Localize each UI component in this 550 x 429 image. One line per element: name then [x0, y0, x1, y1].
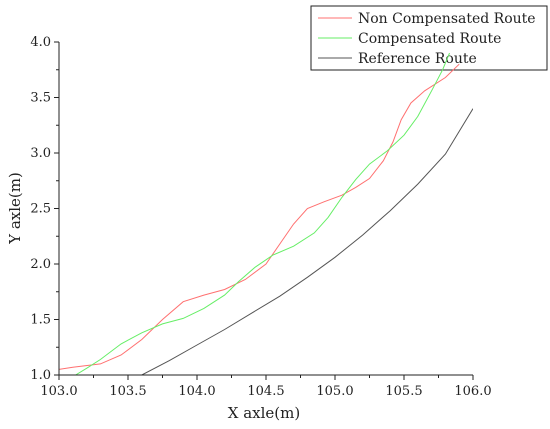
y-tick-label: 3.0: [30, 146, 51, 161]
y-tick-label: 2.0: [30, 257, 51, 272]
x-tick-label: 105.0: [316, 384, 353, 399]
x-tick-label: 105.5: [385, 384, 422, 399]
y-tick-label: 2.5: [30, 202, 51, 217]
y-tick-label: 4.0: [30, 35, 51, 50]
y-tick-label: 1.5: [30, 313, 51, 328]
legend: Non Compensated Route Compensated Route Re…: [310, 5, 548, 71]
y-tick-label: 3.5: [30, 91, 51, 106]
x-tick-label: 103.5: [109, 384, 146, 399]
plot-area: 103.0 103.5 104.0 104.5 105.0 105.5 106.0 1.0 1.…: [30, 35, 491, 399]
x-tick-label: 104.5: [247, 384, 284, 399]
legend-label-2: Reference Route: [358, 51, 477, 67]
y-tick-label: 1.0: [30, 368, 51, 383]
series-line-0: [59, 63, 460, 370]
x-axis-title: X axle(m): [228, 404, 300, 422]
series-line-1: [75, 52, 450, 375]
x-tick-label: 104.0: [178, 384, 215, 399]
legend-label-0: Non Compensated Route: [358, 11, 536, 27]
x-tick-label: 103.0: [40, 384, 77, 399]
legend-label-1: Compensated Route: [358, 31, 501, 47]
x-tick-label: 106.0: [454, 384, 491, 399]
y-axis-title: Y axle(m): [6, 172, 24, 245]
series-line-2: [141, 108, 473, 375]
